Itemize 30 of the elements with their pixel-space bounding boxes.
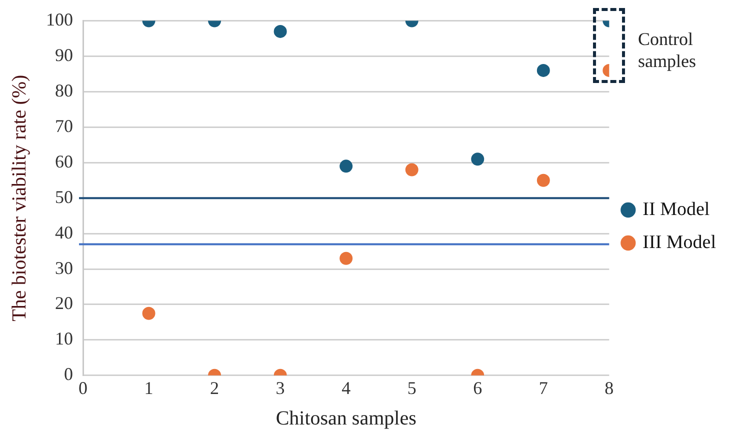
y-axis-title: The biotester viability rate (%) bbox=[8, 74, 30, 322]
x-tick-label: 6 bbox=[473, 378, 482, 398]
y-tick-label: 50 bbox=[55, 186, 73, 207]
y-tick-label: 30 bbox=[55, 258, 73, 278]
x-tick-label: 4 bbox=[342, 378, 351, 398]
y-tick-label: 100 bbox=[46, 10, 73, 30]
point bbox=[471, 152, 484, 166]
x-tick-label: 0 bbox=[78, 378, 88, 398]
x-tick-label: 1 bbox=[144, 378, 154, 398]
point bbox=[405, 163, 418, 176]
x-axis-title: Chitosan samples bbox=[276, 407, 417, 430]
x-tick-label: 5 bbox=[407, 378, 416, 398]
point bbox=[340, 160, 353, 173]
y-tick-label: 0 bbox=[64, 364, 73, 384]
y-tick-label: 40 bbox=[55, 222, 73, 242]
legend-label: III Model bbox=[642, 232, 716, 253]
x-tick-label: 8 bbox=[604, 378, 614, 398]
y-tick-label: 10 bbox=[55, 328, 73, 349]
x-tick-label: 7 bbox=[538, 378, 548, 398]
y-tick-label: 20 bbox=[55, 293, 73, 314]
x-tick-label: 3 bbox=[276, 378, 285, 398]
point bbox=[536, 174, 550, 187]
x-tick-label: 2 bbox=[210, 378, 220, 398]
text: Control samples bbox=[638, 28, 697, 72]
y-tick-label: 70 bbox=[55, 116, 73, 136]
legend-label: II Model bbox=[642, 198, 710, 220]
y-tick-label: 90 bbox=[55, 44, 73, 65]
y-tick-label: 80 bbox=[55, 80, 73, 100]
point bbox=[340, 252, 353, 265]
y-tick-label: 60 bbox=[55, 151, 73, 172]
